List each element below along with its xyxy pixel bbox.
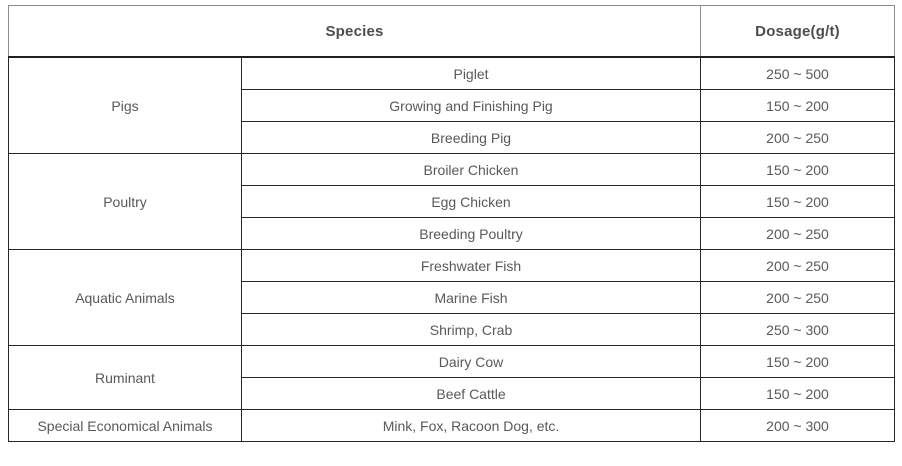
dosage-cell: 150 ~ 200 bbox=[700, 153, 896, 186]
group-cell-ruminant: Ruminant bbox=[8, 345, 242, 410]
table-row: Ruminant Dairy Cow 150 ~ 200 bbox=[8, 345, 896, 410]
species-cell: Breeding Poultry bbox=[240, 217, 702, 250]
dosage-cell: 150 ~ 200 bbox=[700, 377, 896, 410]
column-header-species: Species bbox=[7, 5, 702, 58]
table-header-row: Species Dosage(g/t) bbox=[7, 5, 896, 58]
group-cell-poultry: Poultry bbox=[8, 153, 242, 250]
species-cell: Broiler Chicken bbox=[240, 153, 702, 186]
column-header-dosage: Dosage(g/t) bbox=[700, 5, 896, 58]
species-cell: Egg Chicken bbox=[240, 185, 702, 218]
species-cell: Beef Cattle bbox=[240, 377, 702, 410]
table-row: Aquatic Animals Freshwater Fish 200 ~ 250 bbox=[8, 249, 896, 346]
table-row: Beef Cattle 150 ~ 200 bbox=[9, 377, 896, 410]
group-cell-pigs: Pigs bbox=[8, 56, 242, 154]
species-cell: Marine Fish bbox=[240, 281, 702, 314]
species-cell: Piglet bbox=[240, 56, 702, 90]
species-cell: Mink, Fox, Racoon Dog, etc. bbox=[240, 409, 702, 442]
species-cell: Freshwater Fish bbox=[240, 249, 702, 282]
table-row: Marine Fish 200 ~ 250 bbox=[9, 281, 896, 314]
group-cell-aquatic-animals: Aquatic Animals bbox=[8, 249, 242, 346]
table-row: Poultry Broiler Chicken 150 ~ 200 bbox=[8, 153, 896, 250]
table-row: Special Economical Animals Mink, Fox, Rac… bbox=[8, 409, 896, 442]
table-row: Pigs Piglet 250 ~ 500 bbox=[8, 56, 896, 154]
dosage-cell: 200 ~ 250 bbox=[700, 217, 896, 250]
table-row: Growing and Finishing Pig 150 ~ 200 bbox=[9, 89, 896, 122]
table-row: Breeding Poultry 200 ~ 250 bbox=[9, 217, 896, 250]
dosage-cell: 200 ~ 300 bbox=[700, 409, 896, 442]
dosage-cell: 150 ~ 200 bbox=[700, 345, 896, 378]
table-row: Egg Chicken 150 ~ 200 bbox=[9, 185, 896, 218]
dosage-cell: 250 ~ 500 bbox=[700, 56, 896, 90]
dosage-cell: 200 ~ 250 bbox=[700, 249, 896, 282]
dosage-table: Species Dosage(g/t) Pigs Piglet 250 ~ 500 G… bbox=[7, 5, 896, 442]
table-body: Pigs Piglet 250 ~ 500 Growing and Finishing… bbox=[8, 56, 896, 442]
species-cell: Breeding Pig bbox=[240, 121, 702, 154]
dosage-cell: 150 ~ 200 bbox=[700, 89, 896, 122]
group-cell-special-economical-animals: Special Economical Animals bbox=[8, 409, 242, 442]
species-cell: Growing and Finishing Pig bbox=[240, 89, 702, 122]
species-cell: Shrimp, Crab bbox=[240, 313, 702, 346]
dosage-cell: 200 ~ 250 bbox=[700, 121, 896, 154]
table-row: Shrimp, Crab 250 ~ 300 bbox=[9, 313, 896, 346]
dosage-cell: 250 ~ 300 bbox=[700, 313, 896, 346]
dosage-cell: 150 ~ 200 bbox=[700, 185, 896, 218]
species-cell: Dairy Cow bbox=[240, 345, 702, 378]
dosage-cell: 200 ~ 250 bbox=[700, 281, 896, 314]
